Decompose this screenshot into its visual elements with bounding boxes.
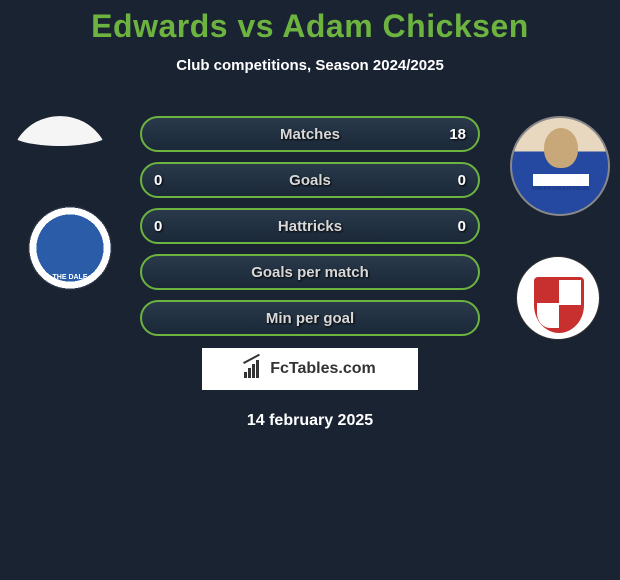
stat-label: Min per goal: [266, 310, 354, 327]
stat-right-value: 18: [449, 126, 466, 143]
club-left-crest-text: THE DALE: [29, 274, 111, 281]
stat-right-value: 0: [458, 218, 466, 235]
stat-row-goals: 0 Goals 0: [140, 162, 480, 198]
page-subtitle: Club competitions, Season 2024/2025: [0, 57, 620, 74]
branding-box: FcTables.com: [202, 348, 418, 390]
player-left-placeholder-icon: [10, 120, 110, 146]
club-right-crest: [516, 256, 600, 340]
stat-row-goals-per-match: Goals per match: [140, 254, 480, 290]
stat-row-hattricks: 0 Hattricks 0: [140, 208, 480, 244]
stat-left-value: 0: [154, 218, 162, 235]
stat-label: Goals per match: [251, 264, 369, 281]
stat-row-min-per-goal: Min per goal: [140, 300, 480, 336]
stat-label: Matches: [280, 126, 340, 143]
player-right-jersey-text: AMERICAN EXPRESS: [512, 186, 608, 192]
stat-right-value: 0: [458, 172, 466, 189]
club-right-shield-icon: [534, 277, 584, 333]
stat-label: Hattricks: [278, 218, 342, 235]
player-right-avatar: AMERICAN EXPRESS: [510, 116, 610, 216]
stats-table: Matches 18 0 Goals 0 0 Hattricks 0 Goals…: [140, 116, 480, 336]
branding-text: FcTables.com: [270, 360, 376, 378]
player-left-avatar: [10, 116, 110, 216]
club-left-crest: THE DALE: [28, 206, 112, 290]
comparison-panel: AMERICAN EXPRESS THE DALE Matches 18 0 G…: [0, 116, 620, 430]
fctables-logo-icon: [244, 360, 264, 378]
footer-date: 14 february 2025: [0, 412, 620, 430]
page-title: Edwards vs Adam Chicksen: [0, 0, 620, 45]
stat-label: Goals: [289, 172, 331, 189]
stat-left-value: 0: [154, 172, 162, 189]
stat-row-matches: Matches 18: [140, 116, 480, 152]
